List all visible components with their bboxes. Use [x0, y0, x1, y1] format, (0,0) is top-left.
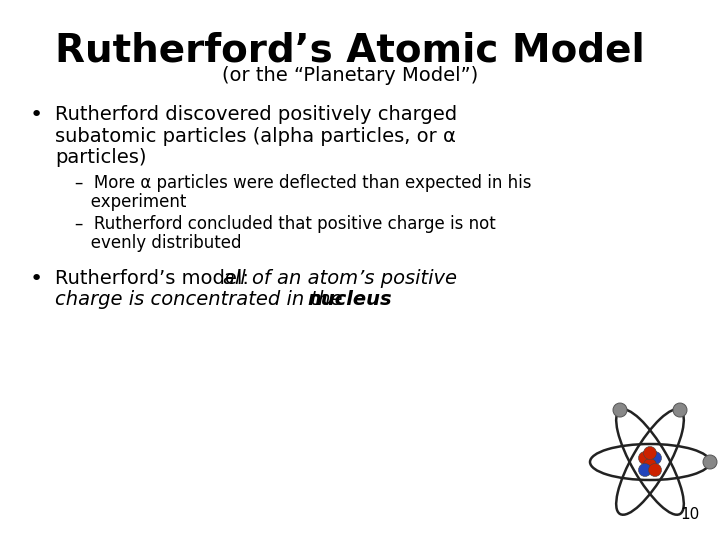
Text: –  More α particles were deflected than expected in his: – More α particles were deflected than e… — [75, 174, 531, 192]
Text: nucleus: nucleus — [307, 290, 392, 309]
Text: subatomic particles (alpha particles, or α: subatomic particles (alpha particles, or… — [55, 127, 456, 146]
Circle shape — [644, 458, 657, 471]
Text: (or the “Planetary Model”): (or the “Planetary Model”) — [222, 66, 478, 85]
Circle shape — [644, 447, 657, 460]
Text: Rutherford’s Atomic Model: Rutherford’s Atomic Model — [55, 32, 645, 70]
Text: particles): particles) — [55, 148, 146, 167]
Text: all of an atom’s positive: all of an atom’s positive — [223, 268, 457, 287]
Text: –  Rutherford concluded that positive charge is not: – Rutherford concluded that positive cha… — [75, 215, 496, 233]
Text: charge is concentrated in the: charge is concentrated in the — [55, 290, 348, 309]
Circle shape — [673, 403, 687, 417]
Circle shape — [639, 463, 652, 476]
Circle shape — [649, 463, 662, 476]
Circle shape — [703, 455, 717, 469]
Circle shape — [649, 451, 662, 464]
Text: Rutherford’s model:: Rutherford’s model: — [55, 268, 255, 287]
Text: evenly distributed: evenly distributed — [75, 234, 241, 252]
Text: 10: 10 — [680, 507, 700, 522]
Text: Rutherford discovered positively charged: Rutherford discovered positively charged — [55, 105, 457, 124]
Text: •: • — [30, 105, 43, 125]
Circle shape — [639, 451, 652, 464]
Text: experiment: experiment — [75, 193, 186, 211]
Text: •: • — [30, 268, 43, 288]
Circle shape — [613, 403, 627, 417]
